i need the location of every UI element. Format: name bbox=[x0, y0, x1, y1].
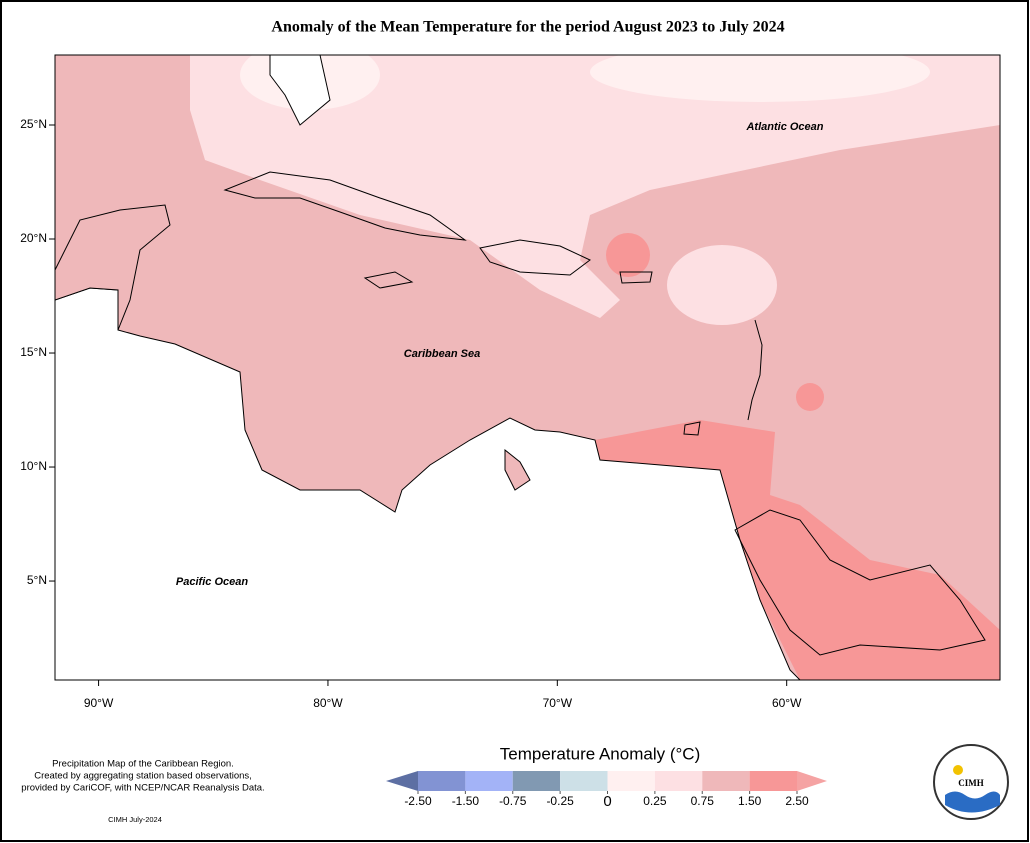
legend-tick-label: -0.75 bbox=[499, 794, 527, 808]
title: Anomaly of the Mean Temperature for the … bbox=[271, 19, 784, 36]
legend-arrow bbox=[386, 771, 418, 791]
land-central-south-america bbox=[55, 287, 801, 680]
logo-waves bbox=[945, 791, 1000, 813]
island-jamaica bbox=[363, 271, 414, 289]
legend-tick-label: 1.50 bbox=[738, 794, 762, 808]
legend-swatch bbox=[512, 771, 561, 791]
ocean-label: Caribbean Sea bbox=[404, 348, 480, 360]
y-tick-label: 5°N bbox=[27, 573, 47, 587]
logo: CIMH bbox=[933, 744, 1009, 820]
ocean-label: Pacific Ocean bbox=[176, 576, 248, 588]
legend-swatch bbox=[654, 771, 703, 791]
legend: -2.50 -1.50 -0.75 -0.25 0 0.25 0.75 1.50 2.50 bbox=[386, 771, 827, 810]
legend-tick-label: -0.25 bbox=[546, 794, 574, 808]
anomaly-zone bbox=[190, 55, 1000, 318]
legend-title: Temperature Anomaly (°C) bbox=[500, 744, 700, 763]
legend-swatch bbox=[702, 771, 750, 791]
legend-tick-label: 0.25 bbox=[643, 794, 667, 808]
legend-tick-label: 2.50 bbox=[785, 794, 809, 808]
legend-swatch bbox=[607, 771, 655, 791]
island-trinidad bbox=[683, 421, 701, 436]
lake bbox=[504, 448, 531, 491]
x-tick-label: 80°W bbox=[313, 696, 343, 710]
island-hispaniola bbox=[479, 239, 591, 276]
footnote: Precipitation Map of the Caribbean Regio… bbox=[52, 759, 234, 770]
anomaly-zone bbox=[595, 420, 1000, 680]
x-tick-label: 60°W bbox=[772, 696, 802, 710]
legend-tick-label: -1.50 bbox=[452, 794, 480, 808]
island-puerto-rico bbox=[619, 271, 653, 284]
anomaly-zone bbox=[590, 55, 930, 102]
legend-tick-label: -2.50 bbox=[404, 794, 432, 808]
logo-text: CIMH bbox=[958, 778, 984, 788]
ocean-label: Atlantic Ocean bbox=[745, 121, 823, 133]
border-guianas bbox=[734, 509, 986, 656]
legend-swatch bbox=[560, 771, 608, 791]
legend-tick-label: 0.75 bbox=[691, 794, 715, 808]
y-tick-label: 10°N bbox=[20, 459, 47, 473]
credit: CIMH July-2024 bbox=[108, 815, 162, 824]
legend-tick-label: 0 bbox=[603, 793, 611, 810]
x-tick-label: 70°W bbox=[543, 696, 573, 710]
logo-sun bbox=[953, 765, 963, 775]
island-cuba bbox=[223, 171, 467, 241]
y-tick-label: 25°N bbox=[20, 117, 47, 131]
map-border bbox=[54, 54, 1001, 681]
legend-swatch bbox=[749, 771, 797, 791]
y-tick-label: 20°N bbox=[20, 231, 47, 245]
footnote: provided by CariCOF, with NCEP/NCAR Rean… bbox=[21, 783, 264, 794]
legend-swatch bbox=[465, 771, 513, 791]
land-florida bbox=[269, 55, 331, 126]
anomaly-zone bbox=[606, 233, 650, 277]
land-yucatan bbox=[55, 204, 171, 331]
axes: 90°W 80°W 70°W 60°W 5°N 10°N 15°N 20°N 25°N bbox=[20, 117, 802, 710]
y-tick-label: 15°N bbox=[20, 345, 47, 359]
map: Atlantic Ocean Caribbean Sea Pacific Oce… bbox=[55, 55, 1000, 680]
legend-swatch bbox=[418, 771, 466, 791]
footnote: Created by aggregating station based obs… bbox=[34, 771, 252, 782]
x-tick-label: 90°W bbox=[84, 696, 114, 710]
legend-arrow bbox=[797, 771, 827, 791]
island-arc bbox=[747, 319, 763, 421]
anomaly-zone bbox=[667, 245, 777, 325]
anomaly-zone bbox=[796, 383, 824, 411]
